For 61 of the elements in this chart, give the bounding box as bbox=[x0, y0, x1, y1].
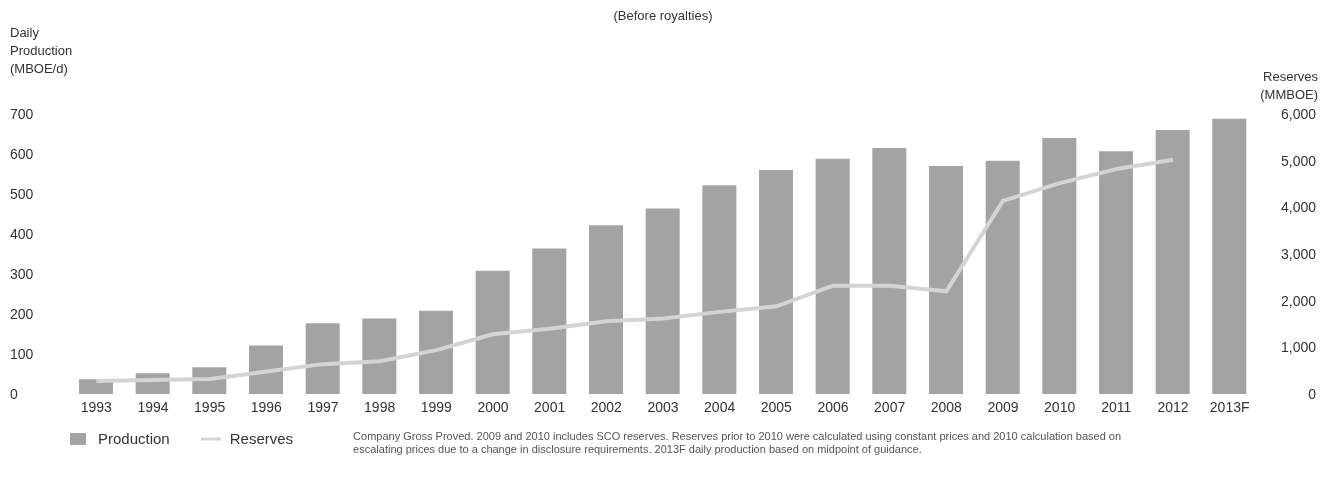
x-tick-label: 2013F bbox=[1209, 398, 1250, 415]
bar bbox=[872, 148, 907, 394]
line-series bbox=[94, 157, 1175, 383]
x-tick-label: 2007 bbox=[874, 398, 906, 415]
bar bbox=[419, 310, 453, 394]
x-tick-label: 2008 bbox=[930, 398, 963, 415]
x-tick-label: 1999 bbox=[420, 398, 453, 415]
bar bbox=[985, 160, 1020, 394]
bar bbox=[1155, 130, 1190, 394]
bar bbox=[1099, 151, 1133, 394]
x-tick-label: 2006 bbox=[817, 398, 849, 415]
text: Company Gross Proved. 2009 and 2010 includes SCO reserves. Reserves prior to 2010 were calculated using constant prices and 2010 calculation based on escalating prices due to a change in disclosure requirements. 2013F daily production based on midpoint of guidance. bbox=[353, 430, 1123, 456]
x-tick-label: 2003 bbox=[647, 398, 679, 415]
bar bbox=[362, 318, 397, 394]
y-axis-title: Daily Production (MBOE/d) bbox=[10, 24, 74, 78]
bar bbox=[589, 225, 623, 394]
x-tick-label: 1995 bbox=[194, 398, 226, 415]
legend-label: Production bbox=[97, 430, 170, 447]
bar bbox=[759, 170, 793, 394]
x-tick-label: 2005 bbox=[760, 398, 793, 415]
bar bbox=[929, 166, 963, 394]
x-tick-label: 2002 bbox=[590, 398, 623, 415]
x-tick-label: 1997 bbox=[307, 398, 339, 415]
y2-tick-label: 3,000 bbox=[1280, 245, 1317, 262]
x-tick-label: 2010 bbox=[1044, 398, 1076, 415]
chart-subtitle: (Before royalties) bbox=[612, 8, 714, 24]
y-tick-label: 300 bbox=[10, 265, 34, 282]
bar bbox=[1212, 118, 1247, 394]
y-tick-label: 200 bbox=[10, 305, 34, 322]
y-tick-label: 500 bbox=[10, 185, 34, 202]
x-tick-label: 2000 bbox=[477, 398, 509, 415]
y2-tick-label: 0 bbox=[1308, 385, 1317, 402]
x-tick-label: 2004 bbox=[704, 398, 736, 415]
x-tick-label: 1994 bbox=[137, 398, 169, 415]
bar bbox=[1042, 138, 1077, 394]
y-tick-label: 400 bbox=[10, 225, 34, 242]
y2-tick-label: 2,000 bbox=[1280, 292, 1317, 309]
bar bbox=[249, 345, 283, 394]
y2-tick-label: 6,000 bbox=[1280, 105, 1317, 122]
x-tick-label: 1998 bbox=[364, 398, 396, 415]
legend-label: Reserves bbox=[228, 430, 294, 447]
x-tick-label: 1996 bbox=[250, 398, 283, 415]
x-tick-label: 2011 bbox=[1101, 398, 1132, 415]
x-tick-label: 2009 bbox=[987, 398, 1019, 415]
y2-axis-title: Reserves (MMBOE) bbox=[1260, 68, 1318, 104]
bar bbox=[305, 323, 340, 394]
y2-tick-label: 1,000 bbox=[1280, 339, 1317, 356]
bar bbox=[475, 270, 510, 394]
bar bbox=[702, 185, 737, 394]
y2-tick-label: 4,000 bbox=[1280, 199, 1317, 216]
y-tick-label: 700 bbox=[10, 105, 34, 122]
x-tick-label: 1993 bbox=[80, 398, 113, 415]
x-tick-label: 2001 bbox=[534, 398, 566, 415]
y-tick-label: 100 bbox=[10, 345, 34, 362]
y-tick-label: 600 bbox=[10, 145, 34, 162]
bar bbox=[815, 158, 850, 394]
y-tick-label: 0 bbox=[10, 385, 18, 402]
y2-tick-label: 5,000 bbox=[1280, 152, 1317, 169]
bar bbox=[532, 248, 567, 394]
x-tick-label: 2012 bbox=[1157, 398, 1189, 415]
bar bbox=[645, 208, 680, 394]
